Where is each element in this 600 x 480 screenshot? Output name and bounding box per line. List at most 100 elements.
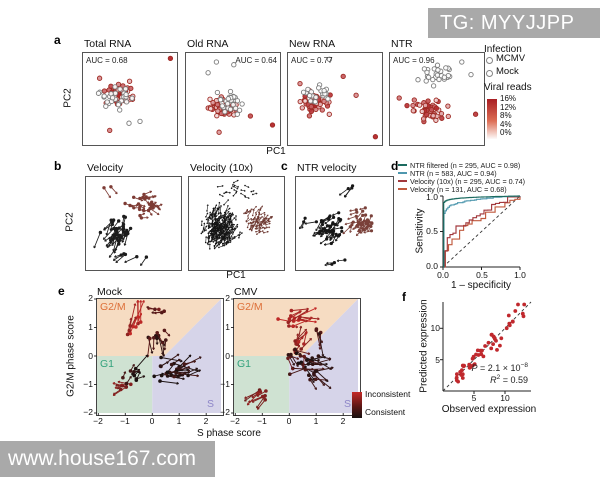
roc-ytick: 1.0 bbox=[426, 192, 438, 202]
phase-ytick: −2 bbox=[220, 407, 230, 417]
legend-item-mcmv: MCMV bbox=[496, 53, 526, 64]
panel-b-ylabel: PC2 bbox=[64, 212, 76, 232]
roc-xtick: 1.0 bbox=[514, 270, 526, 280]
plot-title-total-rna: Total RNA bbox=[84, 38, 132, 50]
region-label-g1: G1 bbox=[237, 358, 252, 370]
phase-xtick: −1 bbox=[120, 416, 130, 426]
phase-ytick: 1 bbox=[225, 322, 230, 332]
roc-legend: NTR filtered (n = 295, AUC = 0.98) NTR (… bbox=[398, 160, 526, 194]
r-symbol: R bbox=[490, 374, 497, 385]
plot-title-old-rna: Old RNA bbox=[187, 38, 229, 50]
roc-xlabel: 1 – specificity bbox=[450, 280, 512, 291]
phase-xtick: −2 bbox=[93, 416, 103, 426]
watermark-bottom-text: www.house167.com bbox=[8, 447, 196, 470]
roc-legend-row: Velocity (n = 131, AUC = 0.68) bbox=[398, 184, 525, 194]
mock-marker-icon bbox=[486, 70, 493, 77]
panel-f-letter: f bbox=[402, 290, 406, 304]
roc-legend-label: Velocity (n = 131, AUC = 0.68) bbox=[410, 184, 507, 194]
panel-a-letter: a bbox=[54, 33, 61, 47]
total-rna-plot: AUC = 0.68 bbox=[82, 52, 178, 146]
viral-reads-colorbar bbox=[487, 99, 497, 139]
roc-swatch bbox=[398, 179, 407, 183]
ntr-plot: AUC = 0.96 bbox=[389, 52, 485, 146]
cmv-phase-plot bbox=[231, 298, 361, 416]
roc-legend-row: NTR (n = 583, AUC = 0.94) bbox=[398, 169, 525, 178]
watermark-bottom: www.house167.com bbox=[0, 441, 215, 477]
viral-reads-title: Viral reads bbox=[484, 82, 532, 93]
watermark-top: TG: MYYJJPP bbox=[428, 8, 600, 38]
roc-xtick: 0.5 bbox=[476, 270, 488, 280]
mock-phase-plot bbox=[94, 298, 224, 416]
p-rest: = 2.1 × 10 bbox=[477, 363, 521, 373]
regression-ytick: 10 bbox=[430, 323, 440, 333]
region-label-s: S bbox=[207, 398, 215, 410]
panel-b-xlabel: PC1 bbox=[226, 270, 246, 281]
panel-e-letter: e bbox=[58, 284, 65, 298]
velocity-quiver bbox=[93, 185, 163, 266]
velocity-10x-plot bbox=[188, 176, 285, 271]
p-exponent: −8 bbox=[520, 362, 528, 369]
roc-swatch bbox=[398, 163, 407, 167]
colorbar-bottom-label: Consistent bbox=[365, 407, 406, 417]
regression-ytick: 5 bbox=[435, 355, 440, 365]
phase-xtick: 0 bbox=[149, 416, 155, 426]
phase-xtick: 1 bbox=[176, 416, 182, 426]
regression-xtick: 10 bbox=[500, 393, 510, 403]
plot-title-ntr: NTR bbox=[391, 38, 413, 50]
roc-ytick: 0.0 bbox=[426, 261, 438, 271]
regression-xtick: 5 bbox=[471, 393, 477, 403]
velocity-plot bbox=[85, 176, 182, 271]
roc-xtick: 0.0 bbox=[437, 270, 449, 280]
phase-ytick: −2 bbox=[83, 407, 93, 417]
phase-ytick: −1 bbox=[83, 379, 93, 389]
phase-xlabel: S phase score bbox=[197, 428, 261, 439]
viral-reads-scale: 16% 12% 8% 4% 0% bbox=[500, 94, 517, 138]
roc-chart bbox=[440, 195, 521, 270]
roc-ylabel: Sensitivity bbox=[414, 208, 426, 254]
legend-item-mock: Mock bbox=[496, 66, 519, 77]
regression-stats: P = 2.1 × 10−8 R2 = 0.59 bbox=[443, 362, 528, 386]
ntr-auc: AUC = 0.96 bbox=[393, 56, 435, 65]
infection-legend-title: Infection bbox=[484, 44, 522, 55]
ntr-velocity-quiver bbox=[299, 184, 374, 267]
regression-xlabel: Observed expression bbox=[441, 404, 537, 415]
region-label-g2m: G2/M bbox=[237, 301, 263, 313]
ntr-scatter bbox=[396, 59, 479, 125]
old-rna-scatter bbox=[205, 59, 276, 135]
phase-xtick: 0 bbox=[286, 416, 292, 426]
roc-legend-label: NTR filtered (n = 295, AUC = 0.98) bbox=[410, 160, 521, 170]
regression-chart bbox=[440, 301, 532, 394]
panel-a-ylabel: PC2 bbox=[62, 88, 74, 108]
new-rna-plot: AUC = 0.77 bbox=[287, 52, 383, 146]
phase-ytick: −1 bbox=[220, 379, 230, 389]
phase-xtick: 2 bbox=[340, 416, 346, 426]
plot-title-velocity-10x: Velocity (10x) bbox=[190, 162, 254, 174]
roc-legend-label: Velocity (10x) (n = 295, AUC = 0.74) bbox=[410, 176, 526, 186]
phase-xtick: −1 bbox=[257, 416, 267, 426]
phase-ytick: 2 bbox=[88, 293, 93, 303]
velocity-10x-quiver bbox=[200, 179, 273, 250]
panel-b-letter: b bbox=[54, 159, 62, 173]
viral-tick: 12% bbox=[500, 102, 517, 112]
plot-title-velocity: Velocity bbox=[87, 162, 124, 174]
r-rest: = 0.59 bbox=[500, 374, 528, 385]
phase-ytick: 2 bbox=[225, 293, 230, 303]
colorbar-top-label: Inconsistent bbox=[365, 389, 411, 399]
phase-ytick: 0 bbox=[225, 351, 230, 361]
viral-tick: 4% bbox=[500, 119, 512, 129]
roc-legend-row: Velocity (10x) (n = 295, AUC = 0.74) bbox=[398, 176, 526, 186]
viral-tick: 16% bbox=[500, 94, 517, 103]
region-label-g2m: G2/M bbox=[100, 301, 126, 313]
consistency-colorbar bbox=[352, 392, 362, 418]
mcmv-marker-icon bbox=[486, 57, 493, 64]
phase-ylabel: G2/M phase score bbox=[65, 315, 77, 397]
roc-swatch bbox=[398, 171, 407, 175]
p-symbol: P bbox=[471, 363, 478, 373]
new-rna-scatter bbox=[297, 56, 379, 140]
plot-title-cmv: CMV bbox=[234, 286, 258, 298]
panel-d-letter: d bbox=[391, 159, 399, 173]
watermark-top-text: TG: MYYJJPP bbox=[440, 11, 575, 34]
phase-ytick: 1 bbox=[88, 322, 93, 332]
phase-xtick: −2 bbox=[230, 416, 240, 426]
